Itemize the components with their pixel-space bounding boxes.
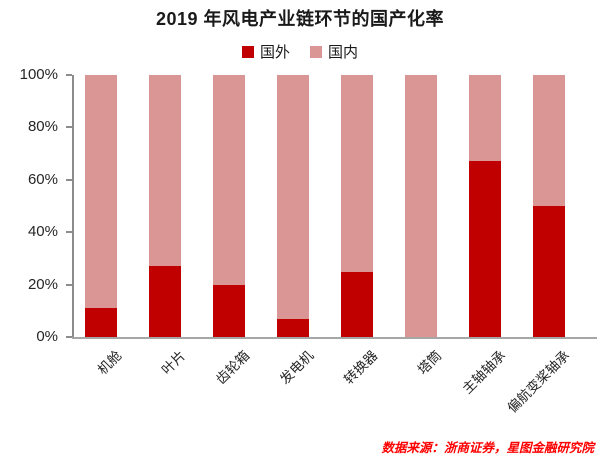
legend-swatch-foreign-icon xyxy=(241,45,254,58)
bar-segment-domestic xyxy=(405,75,437,337)
y-axis-tick xyxy=(66,336,72,338)
bar-segment-domestic xyxy=(149,75,181,267)
y-axis-label: 80% xyxy=(27,118,58,136)
bar-segment-domestic xyxy=(469,75,501,162)
legend-swatch-domestic-icon xyxy=(310,45,322,58)
y-axis-tick xyxy=(66,126,72,129)
bar xyxy=(341,75,373,337)
bar xyxy=(213,75,245,337)
bar xyxy=(149,75,181,337)
bar-segment-foreign xyxy=(533,206,565,337)
bar-segment-foreign xyxy=(149,266,181,337)
y-axis-label: 0% xyxy=(36,328,58,345)
legend-label-domestic: 国内 xyxy=(328,44,359,61)
bar-segment-foreign xyxy=(213,284,245,337)
bar xyxy=(469,75,501,337)
bar-segment-foreign xyxy=(85,308,117,337)
bar xyxy=(277,75,309,337)
y-axis-label: 60% xyxy=(27,170,58,188)
chart-title: 2019 年风电产业链环节的国产化率 xyxy=(155,9,445,29)
legend-item-domestic: 国内 xyxy=(310,41,358,62)
y-axis-tick xyxy=(66,74,72,76)
bar xyxy=(405,75,437,337)
bar-segment-domestic xyxy=(341,75,373,272)
y-axis xyxy=(72,75,74,337)
y-axis-tick xyxy=(66,178,72,181)
y-axis-label: 20% xyxy=(27,275,58,293)
bar-segment-foreign xyxy=(469,161,501,337)
bar xyxy=(533,75,565,337)
bar-segment-domestic xyxy=(277,75,309,319)
bar-segment-foreign xyxy=(277,318,309,337)
bar-segment-domestic xyxy=(533,75,565,206)
y-axis-label: 100% xyxy=(19,66,58,83)
y-axis-tick xyxy=(66,283,72,286)
legend-item-foreign: 国外 xyxy=(241,41,290,62)
bar-segment-domestic xyxy=(85,75,117,309)
legend-label-foreign: 国外 xyxy=(259,44,290,61)
bar-segment-domestic xyxy=(213,75,245,285)
bar xyxy=(85,75,117,337)
bar-segment-foreign xyxy=(341,271,373,337)
source-note: 数据来源：浙商证券，星图金融研究院 xyxy=(381,441,594,455)
x-axis xyxy=(72,337,597,339)
y-axis-label: 40% xyxy=(27,223,58,241)
y-axis-tick xyxy=(66,231,72,234)
legend: 国外 国内 xyxy=(0,41,600,62)
